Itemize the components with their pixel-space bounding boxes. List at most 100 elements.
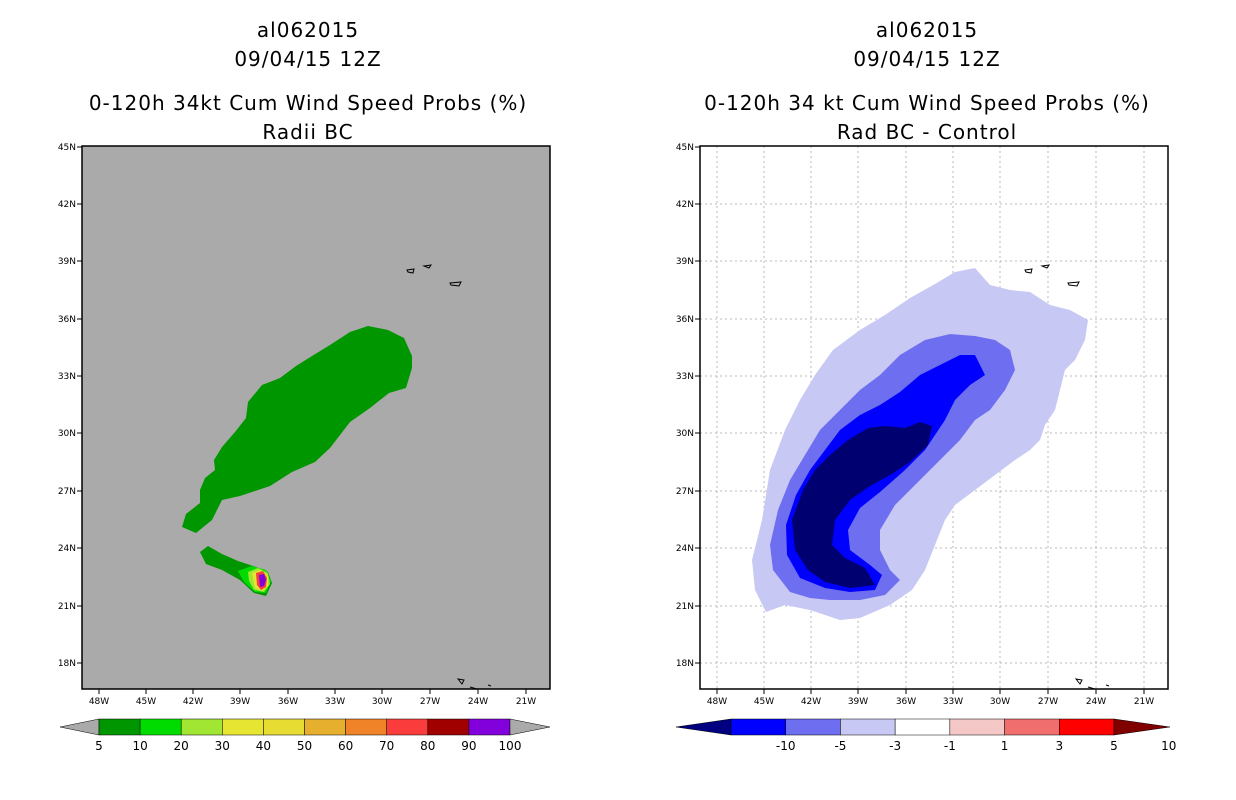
left-lon-label: 24W [468,697,488,707]
right-colorbar-high-arrow [1113,718,1171,736]
left-lat-label: 42N [58,200,76,210]
right-colorbar-box [730,718,786,736]
right-lon-label: 36W [896,697,916,707]
right-lon-label: 21W [1134,697,1154,707]
right-diff-contour-minus10 [792,422,932,588]
left-colorbar-label: 20 [174,739,189,753]
right-colorbar-box [949,718,1005,736]
left-colorbar-box [304,718,346,736]
left-colorbar-box [222,718,264,736]
left-lat-label: 21N [58,602,76,612]
right-lon-label: 24W [1086,697,1106,707]
right-lon-labels: 48W 45W 42W 39W 36W 33W 30W 27W 24W 21W [707,697,1154,707]
left-colorbar-box [263,718,305,736]
left-lat-label: 18N [58,659,76,669]
left-prob-contour-90 [259,574,266,587]
left-colorbar-box [468,718,511,736]
left-colorbar-low-arrow [59,718,100,736]
left-lat-label: 27N [58,487,76,497]
left-panel: al062015 09/04/15 12Z 0-120h 34kt Cum Wi… [58,18,551,753]
left-colorbar-box [427,718,470,736]
right-lat-label: 36N [676,315,694,325]
right-lon-label: 30W [990,697,1010,707]
left-lat-label: 36N [58,315,76,325]
left-lon-label: 42W [183,697,203,707]
right-colorbar-label: -10 [776,739,796,753]
left-land-outlines [406,264,492,690]
left-prob-contour-5 [182,326,412,533]
right-lon-label: 39W [848,697,868,707]
left-colorbar-label: 5 [95,739,103,753]
left-lat-labels: 45N 42N 39N 36N 33N 30N 27N 24N 21N 18N [58,143,76,669]
left-colorbar-label: 70 [379,739,394,753]
right-lat-label: 21N [676,602,694,612]
left-lat-label: 45N [58,143,76,153]
right-colorbar-boxes [675,718,1171,736]
right-colorbar-box [1004,718,1060,736]
right-product-title: 0-120h 34 kt Cum Wind Speed Probs (%) [704,91,1150,115]
left-colorbar-box [98,718,141,736]
right-lon-label: 42W [801,697,821,707]
right-lat-labels: 45N 42N 39N 36N 33N 30N 27N 24N 21N 18N [676,143,694,669]
right-lon-label: 27W [1038,697,1058,707]
left-subtitle: Radii BC [262,120,353,144]
left-lon-label: 33W [325,697,345,707]
left-map-frame [81,145,551,690]
left-colorbar-label: 40 [256,739,271,753]
right-colorbar-low-arrow [675,718,732,736]
right-lat-label: 24N [676,544,694,554]
left-lon-label: 27W [420,697,440,707]
right-lat-label: 45N [676,143,694,153]
right-lat-label: 33N [676,372,694,382]
left-colorbar-label: 50 [297,739,312,753]
right-colorbar-label: 5 [1110,739,1118,753]
left-lat-label: 33N [58,372,76,382]
right-lat-label: 27N [676,487,694,497]
left-colorbar-box [180,718,223,736]
left-colorbar: 5 10 20 30 40 50 60 70 80 90 100 [59,718,551,753]
right-date: 09/04/15 12Z [853,47,1000,71]
left-colorbar-box [386,718,429,736]
left-lon-label: 45W [136,697,156,707]
right-colorbar-labels: -10 -5 -3 -1 1 3 5 10 [776,739,1176,753]
left-colorbar-label: 80 [420,739,435,753]
right-colorbar-box [894,718,951,736]
left-lon-label: 39W [230,697,250,707]
left-colorbar-label: 10 [132,739,147,753]
left-colorbar-high-arrow [509,718,551,736]
left-lat-label: 24N [58,544,76,554]
left-colorbar-box [345,718,387,736]
right-colorbar-box [785,718,841,736]
left-lon-label: 48W [89,697,109,707]
right-land-outlines [1024,264,1110,690]
left-lat-label: 39N [58,257,76,267]
right-colorbar-label: 1 [1001,739,1009,753]
left-colorbar-label: 100 [499,739,522,753]
right-map-frame [699,145,1169,690]
left-colorbar-label: 30 [215,739,230,753]
right-lat-label: 39N [676,257,694,267]
right-lat-label: 30N [676,429,694,439]
right-lon-label: 33W [943,697,963,707]
right-colorbar-label: -1 [944,739,956,753]
left-lon-label: 30W [372,697,392,707]
left-storm-id: al062015 [257,18,359,42]
left-product-title: 0-120h 34kt Cum Wind Speed Probs (%) [89,91,527,115]
right-lat-label: 18N [676,659,694,669]
right-subtitle: Rad BC - Control [837,120,1017,144]
left-lat-label: 30N [58,429,76,439]
right-colorbar-box [1059,718,1115,736]
left-lon-label: 21W [516,697,536,707]
right-lat-label: 42N [676,200,694,210]
left-lon-labels: 48W 45W 42W 39W 36W 33W 30W 27W 24W 21W [89,697,536,707]
right-colorbar-label: 3 [1055,739,1063,753]
left-date: 09/04/15 12Z [234,47,381,71]
left-colorbar-label: 90 [461,739,476,753]
right-panel: al062015 09/04/15 12Z 0-120h 34 kt Cum W… [676,18,1177,753]
right-lon-label: 48W [707,697,727,707]
right-colorbar-label: -5 [834,739,846,753]
left-colorbar-label: 60 [338,739,353,753]
right-colorbar-box [840,718,896,736]
left-lon-label: 36W [278,697,298,707]
